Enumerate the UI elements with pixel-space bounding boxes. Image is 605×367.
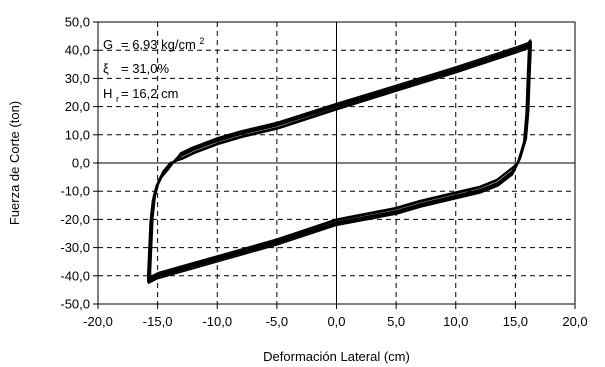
y-axis-title: Fuerza de Corte (ton)	[7, 101, 22, 225]
x-tick-label: 0,0	[327, 314, 345, 329]
annotation-g: G = 6,93 kg/cm 2	[103, 36, 204, 52]
annotation-xi-value: = 31,0%	[121, 61, 170, 76]
hysteresis-loops	[147, 39, 532, 284]
annotation-h-label: H	[103, 86, 112, 101]
hysteresis-loop	[147, 40, 532, 283]
x-tick-label: 10,0	[443, 314, 468, 329]
x-tick-label: -20,0	[83, 314, 113, 329]
annotation-xi: ξ = 31,0%	[103, 61, 170, 76]
annotation-h-sub: r	[116, 94, 119, 104]
y-tick-label: 40,0	[65, 43, 90, 58]
zero-axes	[98, 22, 575, 304]
y-tick-label: 50,0	[65, 15, 90, 30]
y-tick-label: -30,0	[60, 240, 90, 255]
annotation-g-value: = 6,93 kg/cm	[121, 37, 196, 52]
y-tick-label: -40,0	[60, 268, 90, 283]
hysteresis-loop	[149, 44, 530, 280]
x-tick-label: -10,0	[202, 314, 232, 329]
y-tick-label: -20,0	[60, 212, 90, 227]
hysteresis-loop	[149, 45, 530, 278]
tick-labels: -20,0 -15,0 -10,0 -5,0 0,0 5,0 10,0 15,0 20,050,…	[60, 15, 587, 330]
annotation-h: H r = 16,2 cm	[103, 86, 178, 105]
x-tick-label: -15,0	[143, 314, 173, 329]
x-tick-label: 15,0	[503, 314, 528, 329]
annotation-g-label: G	[103, 37, 113, 52]
hysteresis-loop	[147, 39, 532, 284]
x-tick-label: 5,0	[387, 314, 405, 329]
x-axis-title: Deformación Lateral (cm)	[263, 349, 410, 364]
y-tick-label: -50,0	[60, 297, 90, 312]
x-tick-label: 20,0	[562, 314, 587, 329]
x-tick-label: -5,0	[266, 314, 288, 329]
y-tick-label: 0,0	[72, 156, 90, 171]
hysteresis-loop	[148, 41, 531, 282]
annotation-h-value: = 16,2 cm	[121, 86, 178, 101]
y-tick-label: 20,0	[65, 99, 90, 114]
annotation-g-exp: 2	[199, 36, 204, 46]
y-tick-label: -10,0	[60, 184, 90, 199]
y-tick-label: 10,0	[65, 127, 90, 142]
parameter-annotation: G = 6,93 kg/cm 2 ξ = 31,0% H r = 16,2 cm	[103, 36, 204, 105]
y-tick-label: 30,0	[65, 71, 90, 86]
annotation-xi-label: ξ	[103, 61, 109, 76]
